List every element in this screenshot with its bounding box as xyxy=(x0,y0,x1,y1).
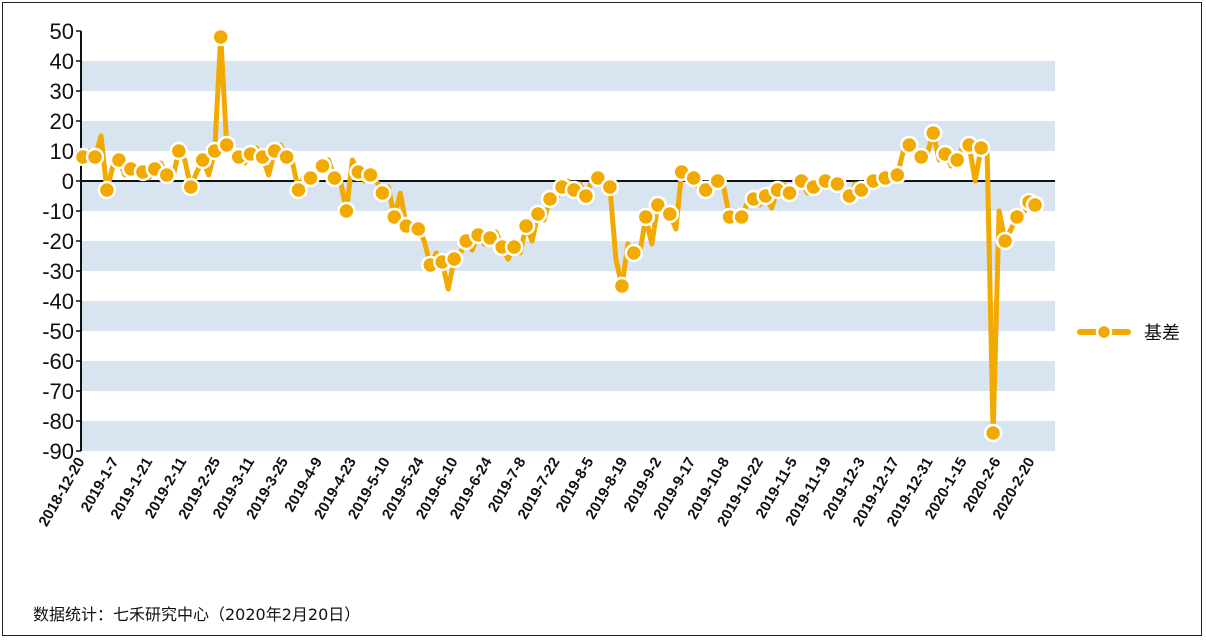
y-tick-label: -10 xyxy=(42,199,74,224)
grid-bands xyxy=(81,61,1055,451)
y-tick-label: -70 xyxy=(42,379,74,404)
data-point xyxy=(900,135,919,155)
data-point xyxy=(576,186,596,206)
y-tick-label: -50 xyxy=(42,319,74,344)
data-point xyxy=(325,168,344,188)
data-point xyxy=(109,150,129,170)
legend: 基差 xyxy=(1077,323,1180,344)
data-point xyxy=(923,123,943,143)
y-tick-label: 40 xyxy=(50,49,74,74)
legend-label: 基差 xyxy=(1144,323,1180,344)
data-point xyxy=(444,249,464,269)
x-axis: 2018-12-202019-1-72019-1-212019-2-112019… xyxy=(35,454,1038,530)
data-point xyxy=(373,183,392,203)
grid-band xyxy=(81,361,1055,391)
data-point xyxy=(1025,195,1045,215)
y-tick-label: -20 xyxy=(42,229,74,254)
data-point xyxy=(528,204,548,224)
data-point xyxy=(624,243,644,263)
data-point xyxy=(277,147,296,167)
grid-band xyxy=(81,241,1055,271)
data-point xyxy=(313,156,332,176)
data-point xyxy=(947,150,967,170)
data-point xyxy=(684,168,703,188)
data-point xyxy=(696,180,715,200)
data-point xyxy=(612,276,632,296)
data-point xyxy=(169,141,189,161)
data-point xyxy=(636,207,656,227)
y-tick-label: 20 xyxy=(50,109,74,134)
data-point xyxy=(361,165,380,185)
y-tick-label: 30 xyxy=(50,79,74,104)
data-point xyxy=(480,228,500,248)
data-point xyxy=(995,231,1015,251)
data-point xyxy=(708,171,727,191)
data-point xyxy=(193,150,212,170)
y-tick-label: -60 xyxy=(42,349,74,374)
data-point xyxy=(181,177,201,197)
data-point xyxy=(409,219,428,239)
data-point xyxy=(97,180,117,200)
basis-line-chart: 50 40 30 20 10 0 -10 -20 -30 -40 -50 -60 -70 -80 -90 2… xyxy=(35,19,1180,530)
data-point xyxy=(1007,207,1027,227)
data-point xyxy=(85,147,105,167)
y-tick-label: -90 xyxy=(42,439,74,464)
data-point xyxy=(385,207,404,227)
data-point xyxy=(289,180,308,200)
source-note: 数据统计：七禾研究中心（2020年2月20日） xyxy=(33,605,361,624)
grid-band xyxy=(81,121,1055,151)
grid-band xyxy=(81,421,1055,451)
y-tick-label: 50 xyxy=(50,19,74,44)
data-point xyxy=(911,147,931,167)
data-point xyxy=(504,237,524,257)
data-point xyxy=(971,138,991,158)
y-tick-label: -40 xyxy=(42,289,74,314)
data-point xyxy=(516,216,536,236)
data-point xyxy=(983,423,1003,443)
legend-marker xyxy=(1095,323,1113,341)
data-point xyxy=(540,189,560,209)
data-point xyxy=(780,183,799,203)
x-tick-label: 2018-12-20 xyxy=(35,455,88,530)
y-tick-label: 10 xyxy=(50,139,74,164)
data-point xyxy=(337,201,356,221)
data-point xyxy=(600,177,620,197)
grid-band xyxy=(81,61,1055,91)
data-point xyxy=(660,204,680,224)
data-point xyxy=(828,174,847,194)
data-point xyxy=(211,27,230,47)
data-point xyxy=(888,165,907,185)
data-point xyxy=(157,165,177,185)
data-point xyxy=(732,207,751,227)
plot-area xyxy=(73,27,1045,443)
data-point xyxy=(648,195,668,215)
data-point xyxy=(852,180,871,200)
data-point xyxy=(217,135,236,155)
data-point xyxy=(588,168,608,188)
y-tick-label: -30 xyxy=(42,259,74,284)
y-tick-label: -80 xyxy=(42,409,74,434)
grid-band xyxy=(81,301,1055,331)
y-tick-label: 0 xyxy=(62,169,74,194)
data-point xyxy=(301,168,320,188)
